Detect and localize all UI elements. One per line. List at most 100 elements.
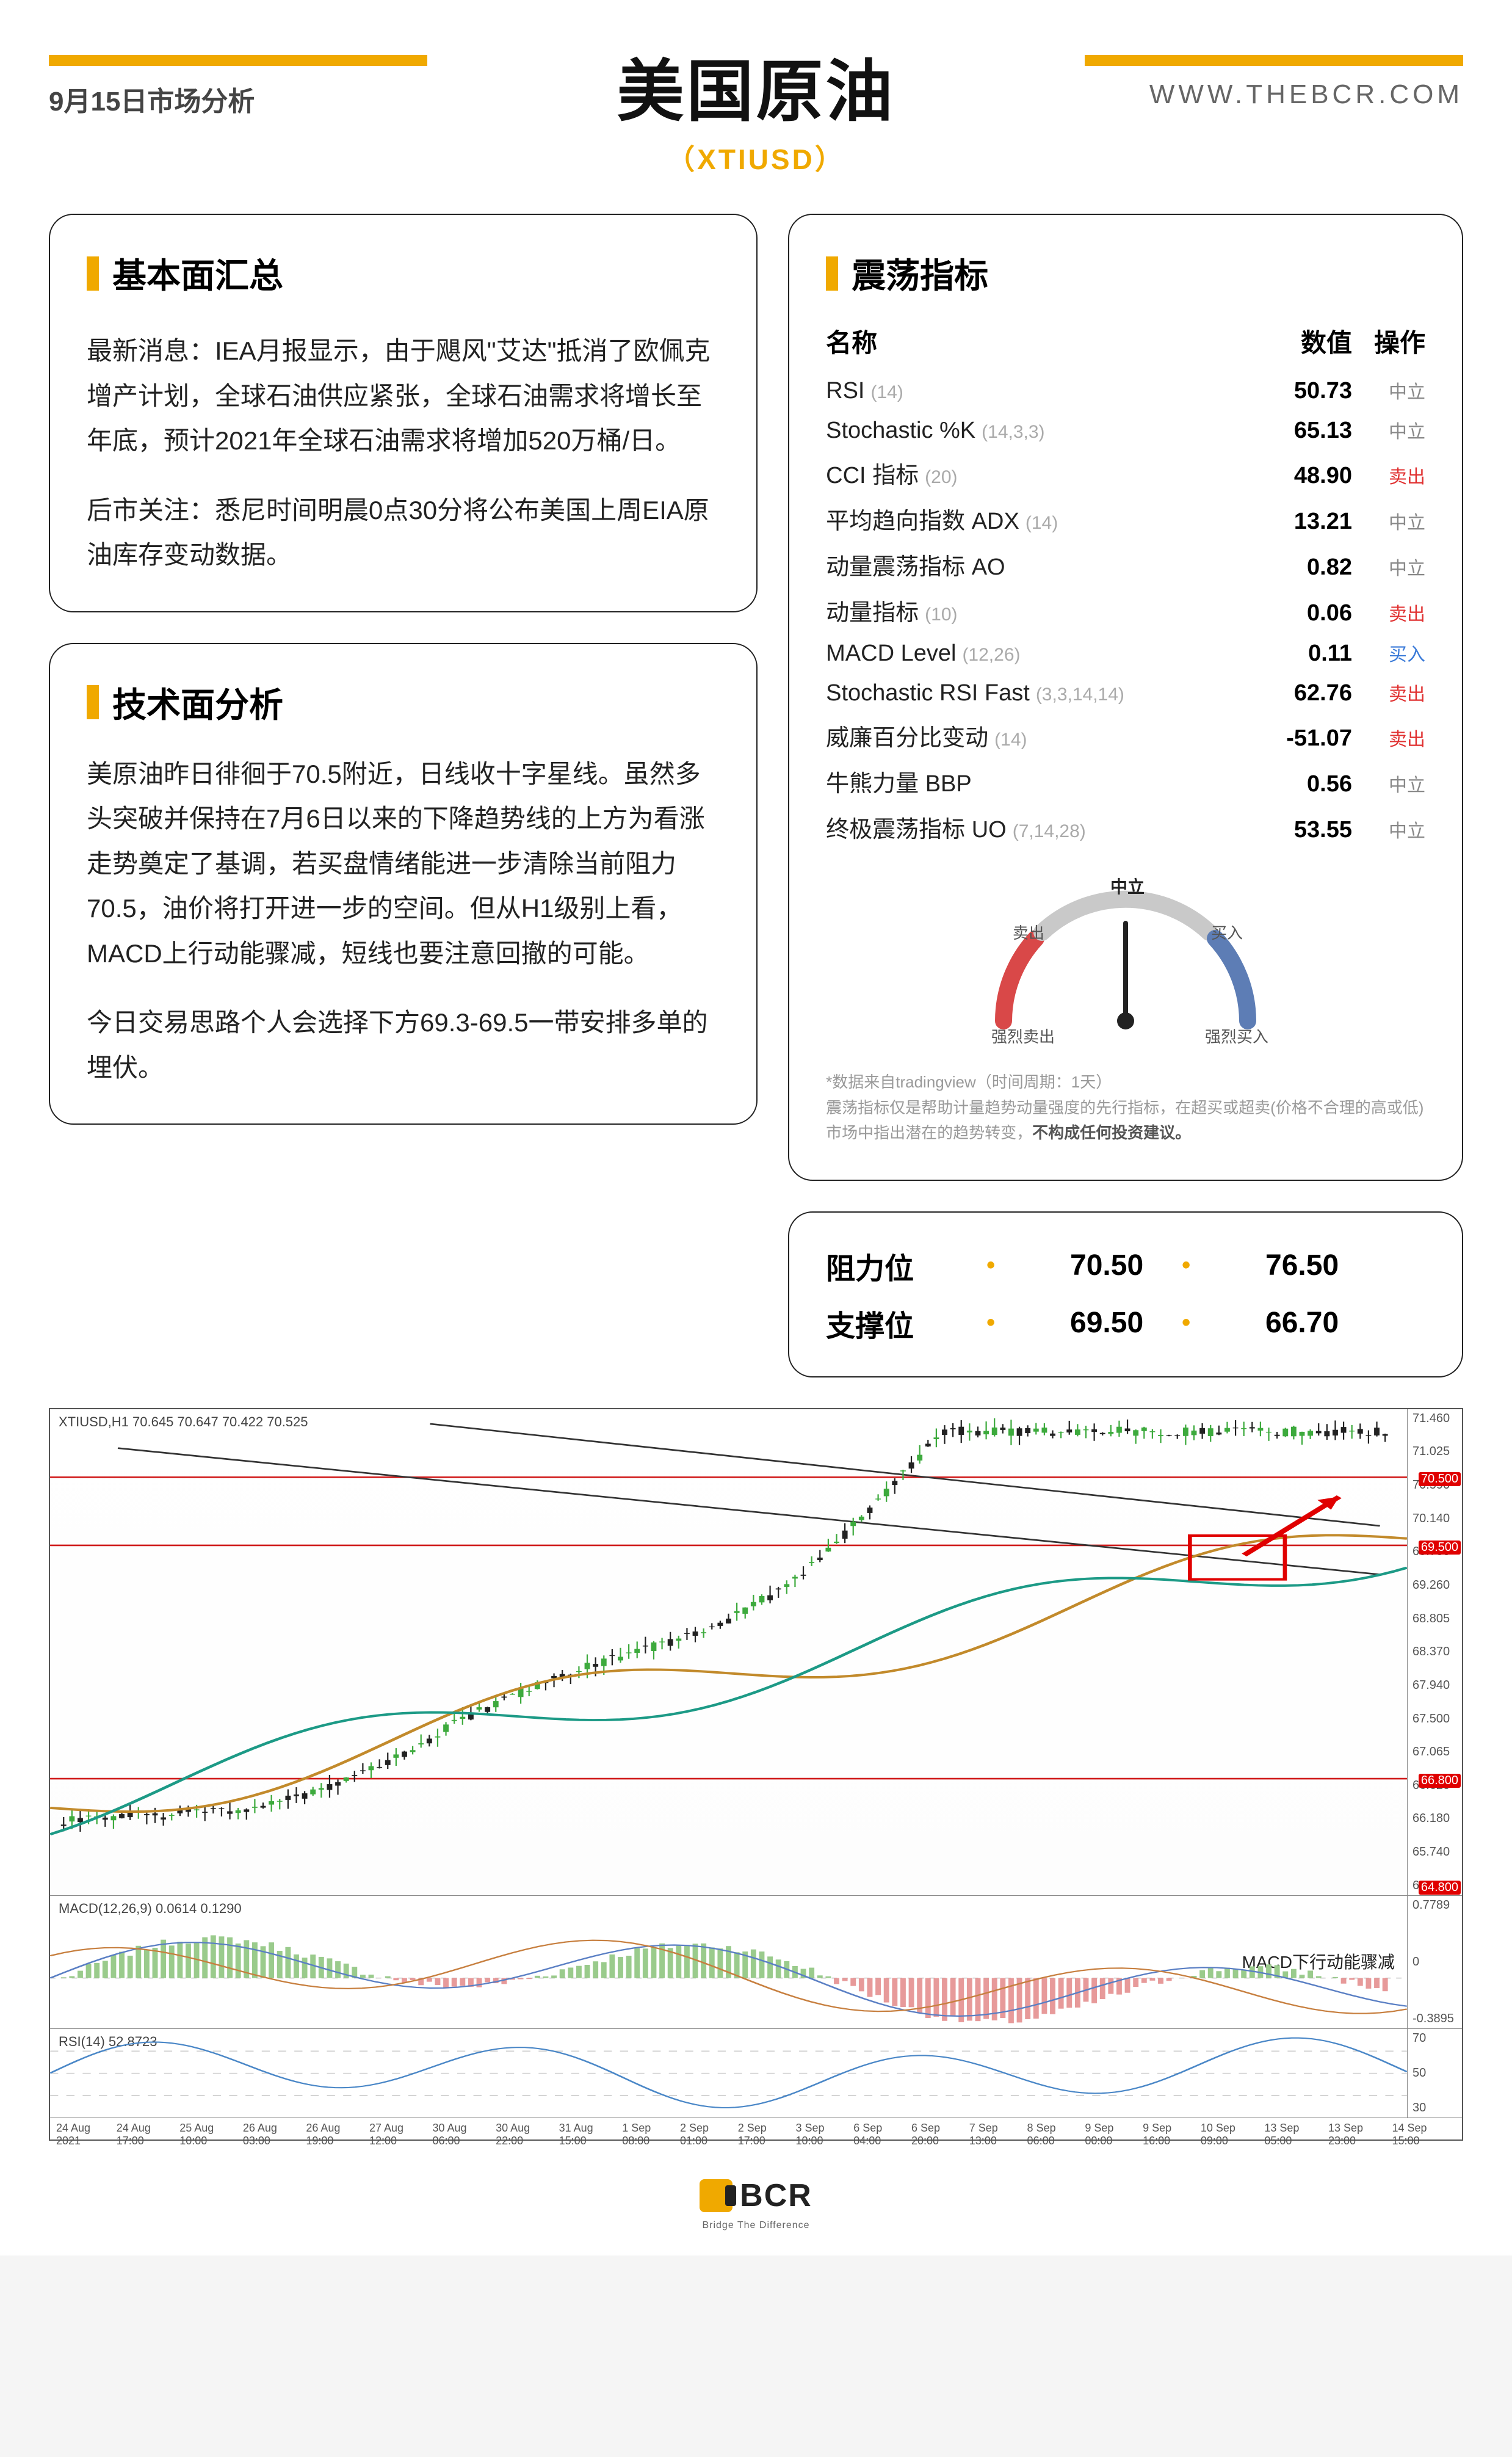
content-grid: 基本面汇总 最新消息：IEA月报显示，由于飓风"艾达"抵消了欧佩克增产计划，全球… xyxy=(49,214,1463,1377)
disclaimer-bold: 不构成任何投资建议。 xyxy=(1032,1123,1191,1142)
indicator-table: 名称 数值 操作 RSI(14)50.73中立Stochastic %K(14,… xyxy=(826,322,1425,850)
support-label: 支撑位 xyxy=(826,1302,948,1345)
fundamentals-title: 基本面汇总 xyxy=(87,249,720,298)
chart-macd-yaxis: 0.77890-0.3895 xyxy=(1407,1896,1462,2028)
chart-rsi-panel: RSI(14) 52.8723 705030 xyxy=(50,2029,1462,2118)
chart-macd-svg xyxy=(50,1896,1407,2028)
levels-card: 阻力位 • 70.50 • 76.50 支撑位 • 69.50 • 66.70 xyxy=(788,1211,1463,1377)
indicator-row: 牛熊力量 BBP0.56中立 xyxy=(826,758,1425,804)
technical-p1: 美原油昨日徘徊于70.5附近，日线收十字星线。虽然多头突破并保持在7月6日以来的… xyxy=(87,752,720,976)
price-chart: XTIUSD,H1 70.645 70.647 70.422 70.525 71… xyxy=(49,1408,1463,2141)
footer: BCR xyxy=(49,2177,1463,2220)
xaxis-tick: 1 Sep 08:00 xyxy=(622,2122,680,2139)
bullet-icon: • xyxy=(1174,1252,1198,1279)
chart-rsi-svg xyxy=(50,2029,1407,2118)
indicator-name: 牛熊力量 BBP xyxy=(826,764,1254,798)
xaxis-tick: 7 Sep 13:00 xyxy=(969,2122,1027,2139)
indicator-name: Stochastic RSI Fast(3,3,14,14) xyxy=(826,680,1254,706)
footer-tagline: Bridge The Difference xyxy=(49,2220,1463,2231)
resistance-row: 阻力位 • 70.50 • 76.50 xyxy=(826,1237,1425,1294)
resistance-2: 76.50 xyxy=(1229,1249,1339,1282)
xaxis-tick: 26 Aug 19:00 xyxy=(306,2122,369,2139)
bullet-icon: • xyxy=(978,1252,1003,1279)
gauge-strong-sell: 强烈卖出 xyxy=(991,1028,1055,1046)
gauge-sell: 卖出 xyxy=(1013,924,1044,942)
xaxis-tick: 24 Aug 17:00 xyxy=(117,2122,180,2139)
xaxis-tick: 25 Aug 10:00 xyxy=(179,2122,243,2139)
indicator-action: 中立 xyxy=(1352,377,1425,404)
indicator-name: 威廉百分比变动(14) xyxy=(826,719,1254,752)
oscillators-title: 震荡指标 xyxy=(826,249,1425,298)
indicator-action: 中立 xyxy=(1352,816,1425,843)
indicator-params: (14) xyxy=(1025,513,1058,533)
technical-p2: 今日交易思路个人会选择下方69.3-69.5一带安排多单的埋伏。 xyxy=(87,1000,720,1090)
header: 9月15日市场分析 WWW.THEBCR.COM 美国原油 （XTIUSD） xyxy=(49,37,1463,171)
indicator-params: (12,26) xyxy=(962,645,1020,665)
xaxis-tick: 2 Sep 17:00 xyxy=(738,2122,796,2139)
indicator-table-head: 名称 数值 操作 xyxy=(826,322,1425,371)
indicator-action: 中立 xyxy=(1352,553,1425,580)
indicator-params: (14,3,3) xyxy=(982,422,1044,442)
footer-brand: BCR xyxy=(740,2177,812,2214)
indicator-action: 中立 xyxy=(1352,416,1425,443)
resistance-label: 阻力位 xyxy=(826,1244,948,1287)
fundamentals-p2: 后市关注：悉尼时间明晨0点30分将公布美国上周EIA原油库存变动数据。 xyxy=(87,488,720,578)
indicator-name: CCI 指标(20) xyxy=(826,456,1254,490)
site-url: WWW.THEBCR.COM xyxy=(1149,79,1463,110)
indicator-action: 卖出 xyxy=(1352,599,1425,626)
indicator-row: Stochastic RSI Fast(3,3,14,14)62.76卖出 xyxy=(826,673,1425,713)
indicator-name: Stochastic %K(14,3,3) xyxy=(826,418,1254,444)
chart-main-yaxis: 71.46071.02570.59070.14069.70069.26068.8… xyxy=(1407,1409,1462,1895)
xaxis-tick: 30 Aug 06:00 xyxy=(433,2122,496,2139)
indicator-row: 终极震荡指标 UO(7,14,28)53.55中立 xyxy=(826,804,1425,850)
bullet-icon: • xyxy=(978,1309,1003,1337)
support-1: 69.50 xyxy=(1033,1306,1143,1340)
fundamentals-body: 最新消息：IEA月报显示，由于飓风"艾达"抵消了欧佩克增产计划，全球石油供应紧张… xyxy=(87,328,720,578)
xaxis-tick: 26 Aug 03:00 xyxy=(243,2122,306,2139)
indicator-value: 0.11 xyxy=(1254,641,1352,667)
accent-bar-right xyxy=(1085,55,1463,66)
right-column: 震荡指标 名称 数值 操作 RSI(14)50.73中立Stochastic %… xyxy=(788,214,1463,1377)
head-name: 名称 xyxy=(826,322,1254,360)
bullet-icon: • xyxy=(1174,1309,1198,1337)
indicator-params: (3,3,14,14) xyxy=(1036,684,1124,705)
gauge-strong-buy: 强烈买入 xyxy=(1205,1028,1268,1046)
indicator-value: 0.06 xyxy=(1254,600,1352,626)
indicator-params: (14) xyxy=(871,382,903,402)
xaxis-tick: 14 Sep 15:00 xyxy=(1392,2122,1456,2139)
footer-logo: BCR xyxy=(700,2177,812,2214)
indicator-name: 动量指标(10) xyxy=(826,593,1254,627)
chart-macd-panel: MACD(12,26,9) 0.0614 0.1290 MACD下行动能骤减 0… xyxy=(50,1896,1462,2029)
xaxis-tick: 13 Sep 05:00 xyxy=(1264,2122,1328,2139)
xaxis-tick: 13 Sep 23:00 xyxy=(1328,2122,1392,2139)
indicator-row: Stochastic %K(14,3,3)65.13中立 xyxy=(826,410,1425,450)
chart-main-panel: XTIUSD,H1 70.645 70.647 70.422 70.525 71… xyxy=(50,1409,1462,1896)
indicator-rows: RSI(14)50.73中立Stochastic %K(14,3,3)65.13… xyxy=(826,371,1425,850)
support-row: 支撑位 • 69.50 • 66.70 xyxy=(826,1294,1425,1352)
indicator-name: MACD Level(12,26) xyxy=(826,641,1254,667)
gauge-neutral: 中立 xyxy=(1110,877,1145,896)
indicator-params: (20) xyxy=(925,467,957,487)
chart-xaxis: 24 Aug 202124 Aug 17:0025 Aug 10:0026 Au… xyxy=(50,2118,1462,2139)
indicator-row: MACD Level(12,26)0.11买入 xyxy=(826,633,1425,673)
chart-main-svg xyxy=(50,1409,1407,1895)
report-date: 9月15日市场分析 xyxy=(49,79,255,118)
xaxis-tick: 6 Sep 04:00 xyxy=(853,2122,911,2139)
xaxis-tick: 10 Sep 09:00 xyxy=(1201,2122,1265,2139)
resistance-1: 70.50 xyxy=(1033,1249,1143,1282)
indicator-value: 13.21 xyxy=(1254,509,1352,535)
chart-rsi-yaxis: 705030 xyxy=(1407,2029,1462,2118)
gauge-buy: 买入 xyxy=(1211,924,1243,942)
report-subtitle: （XTIUSD） xyxy=(49,137,1463,178)
technical-body: 美原油昨日徘徊于70.5附近，日线收十字星线。虽然多头突破并保持在7月6日以来的… xyxy=(87,752,720,1091)
indicator-row: CCI 指标(20)48.90卖出 xyxy=(826,450,1425,496)
xaxis-tick: 2 Sep 01:00 xyxy=(680,2122,738,2139)
technical-title: 技术面分析 xyxy=(87,678,720,727)
fundamentals-p1: 最新消息：IEA月报显示，由于飓风"艾达"抵消了欧佩克增产计划，全球石油供应紧张… xyxy=(87,328,720,463)
accent-bar-left xyxy=(49,55,427,66)
indicator-name: RSI(14) xyxy=(826,378,1254,404)
indicator-name: 平均趋向指数 ADX(14) xyxy=(826,502,1254,535)
gauge-svg: 强烈卖出 卖出 中立 买入 强烈买入 xyxy=(955,868,1297,1051)
indicator-value: 0.56 xyxy=(1254,771,1352,797)
indicator-row: 动量指标(10)0.06卖出 xyxy=(826,587,1425,633)
